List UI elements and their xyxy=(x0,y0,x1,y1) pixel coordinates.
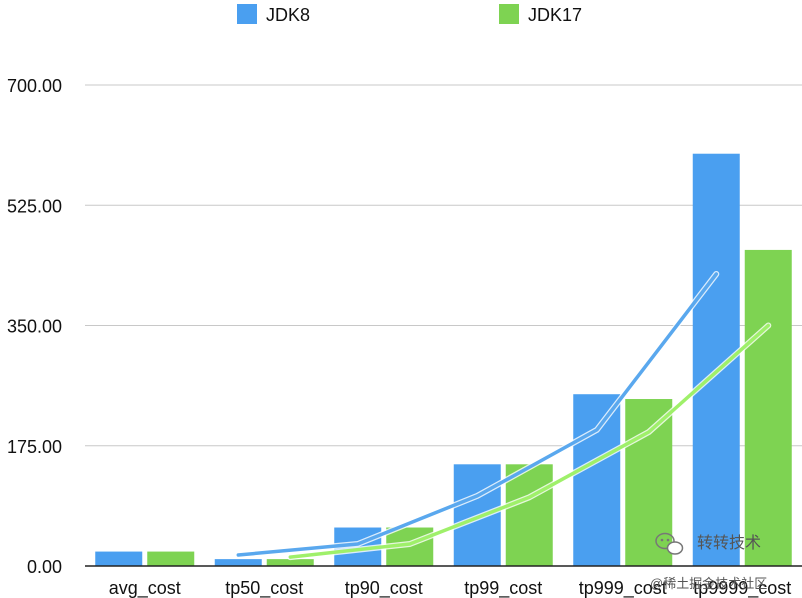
bar-jdk17-tp999-cost xyxy=(625,399,673,566)
x-category-label: tp99_cost xyxy=(464,578,542,598)
legend: JDK8 JDK17 xyxy=(237,4,582,25)
trend-line-jdk8 xyxy=(236,272,719,557)
legend-label-jdk8: JDK8 xyxy=(266,5,310,25)
gridlines xyxy=(85,84,802,447)
x-category-label: tp50_cost xyxy=(225,578,303,598)
bar-jdk17-tp9999-cost xyxy=(744,249,792,566)
x-category-label: tp90_cost xyxy=(345,578,423,598)
legend-label-jdk17: JDK17 xyxy=(528,5,582,25)
bar-jdk8-tp50-cost xyxy=(214,559,262,566)
bar-jdk17-tp50-cost xyxy=(266,559,314,566)
trend-lines xyxy=(235,271,772,561)
bar-jdk8-avg-cost xyxy=(95,551,143,566)
bar-jdk8-tp999-cost xyxy=(573,394,621,566)
bar-jdk17-avg-cost xyxy=(147,551,195,566)
trend-line-jdk17 xyxy=(288,323,771,559)
bar-jdk17-tp99-cost xyxy=(505,464,553,566)
wechat-icon xyxy=(655,532,684,555)
legend-swatch-jdk17 xyxy=(499,4,519,24)
y-tick-label: 525.00 xyxy=(7,196,62,216)
legend-swatch-jdk8 xyxy=(237,4,257,24)
x-category-label: tp999_cost xyxy=(579,578,667,598)
x-axis-category-labels: avg_cost tp50_cost tp90_cost tp99_cost tp999… xyxy=(109,578,792,598)
y-tick-label: 175.00 xyxy=(7,437,62,457)
y-tick-label: 700.00 xyxy=(7,76,62,96)
x-category-label: tp9999_cost xyxy=(693,578,791,598)
watermark-name: 转转技术 xyxy=(697,534,761,552)
bars xyxy=(95,153,792,566)
y-axis-tick-labels: 0.00 175.00 350.00 525.00 700.00 xyxy=(7,76,62,577)
watermark: 转转技术 @稀土掘金技术社区 xyxy=(650,532,767,591)
y-tick-label: 0.00 xyxy=(27,557,62,577)
x-category-label: avg_cost xyxy=(109,578,181,598)
y-tick-label: 350.00 xyxy=(7,317,62,337)
watermark-handle: @稀土掘金技术社区 xyxy=(650,576,767,591)
